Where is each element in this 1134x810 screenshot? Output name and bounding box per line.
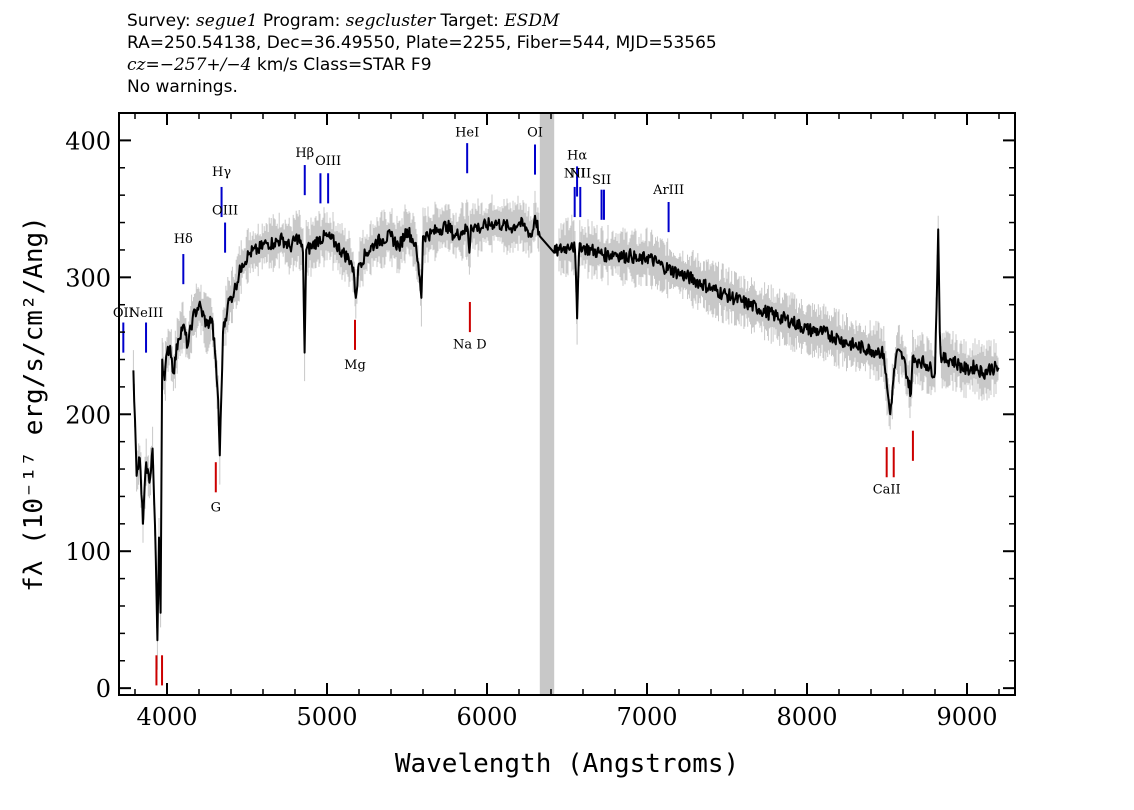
x-tick-label: 8000 xyxy=(776,703,837,731)
line-marker-label: Na D xyxy=(453,338,487,353)
error-band-layer xyxy=(132,190,999,670)
masked-region-layer xyxy=(539,113,555,695)
line-marker-label: OII xyxy=(113,306,134,321)
survey-value: segue1 xyxy=(196,11,258,31)
x-tick-label: 6000 xyxy=(456,703,517,731)
header-line-warnings: No warnings. xyxy=(127,77,238,97)
header-line-coordinates: RA=250.54138, Dec=36.49550, Plate=2255, … xyxy=(127,33,717,53)
spectrum-header: Survey: segue1 Program: segcluster Targe… xyxy=(127,10,717,98)
line-marker-label: Hβ xyxy=(295,146,314,161)
line-marker-label: Hα xyxy=(567,149,587,164)
y-tick-label: 300 xyxy=(65,264,111,292)
target-value: ESDM xyxy=(504,11,560,31)
x-tick-label: 5000 xyxy=(296,703,357,731)
line-marker-label: SII xyxy=(592,173,611,188)
error-band xyxy=(132,190,999,670)
header-line-survey: Survey: segue1 Program: segcluster Targe… xyxy=(127,10,717,32)
program-label: Program: xyxy=(257,11,346,31)
line-marker-label: OIII xyxy=(315,154,341,169)
target-label: Target: xyxy=(435,11,505,31)
axis-ticks: 4000 5000 6000 7000 8000 9000 0 100 200 300 400 xyxy=(65,112,1015,731)
plot-frame xyxy=(118,112,1016,696)
y-tick-label: 200 xyxy=(65,401,111,429)
line-marker-label: OI xyxy=(527,125,543,140)
x-tick-label: 7000 xyxy=(616,703,677,731)
line-marker-label: Mg xyxy=(344,358,366,373)
program-value: segcluster xyxy=(345,11,436,31)
header-line-redshift: cz=−257+/−4 km/s Class=STAR F9 xyxy=(127,54,717,76)
x-tick-label: 9000 xyxy=(936,703,997,731)
line-marker-label: ArIII xyxy=(652,183,684,198)
class-value: km/s Class=STAR F9 xyxy=(251,55,432,75)
line-marker-label: OIII xyxy=(212,203,238,218)
x-axis-title: Wavelength (Angstroms) xyxy=(395,749,739,779)
y-axis-title: fλ (10⁻¹⁷ erg/s/cm²/Ang) xyxy=(19,216,49,592)
redshift-value: cz=−257+/−4 xyxy=(127,55,252,75)
line-marker-label: NII xyxy=(564,166,586,181)
line-marker-label: CaII xyxy=(873,483,901,498)
flux-series-line xyxy=(132,214,1000,642)
line-marker-label: NeIII xyxy=(129,306,163,321)
survey-label: Survey: xyxy=(127,11,197,31)
y-tick-label: 100 xyxy=(65,538,111,566)
line-marker-label: HeI xyxy=(455,125,479,140)
line-marker-label: NII xyxy=(569,166,591,181)
line-marker-label: Hδ xyxy=(174,232,193,247)
x-tick-label: 4000 xyxy=(136,703,197,731)
line-marker-label: Hγ xyxy=(212,165,231,180)
y-tick-label: 400 xyxy=(65,127,111,155)
masked-region xyxy=(539,113,555,695)
line-marker-label: G xyxy=(211,500,221,515)
flux-series-layer xyxy=(132,214,1000,642)
y-tick-label: 0 xyxy=(96,675,111,703)
